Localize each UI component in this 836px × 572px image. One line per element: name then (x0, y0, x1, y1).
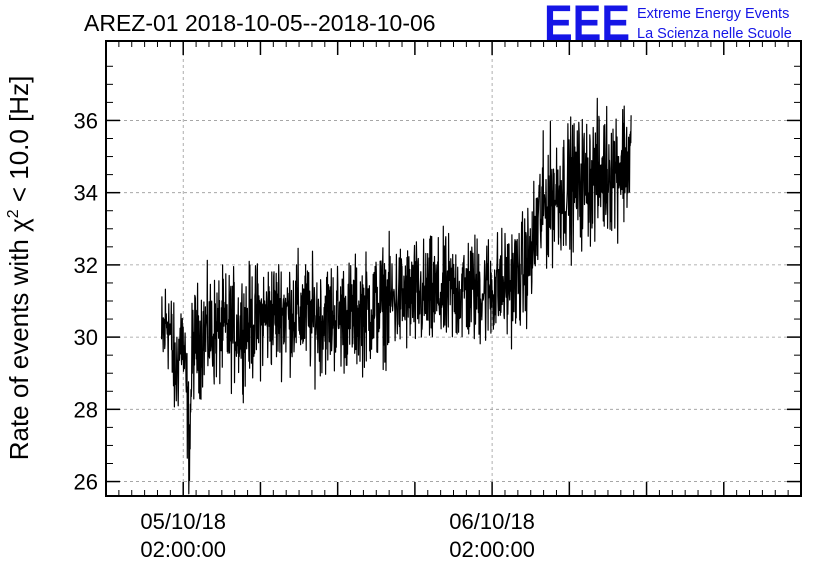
x-tick-labels: 05/10/18 02:00:00 06/10/18 02:00:00 (140, 509, 535, 562)
x-tick-date: 05/10/18 (140, 509, 226, 534)
y-axis-label: Rate of events with χ2 < 10.0 [Hz] (4, 76, 34, 461)
eee-logo: EEE Extreme Energy Events La Scienza nel… (544, 0, 792, 51)
series-line (161, 97, 632, 495)
y-tick-label: 28 (74, 397, 98, 422)
y-tick-label: 32 (74, 253, 98, 278)
y-tick-labels: 26 28 30 32 34 36 (74, 108, 98, 494)
plot-frame (105, 40, 802, 497)
y-tick-label: 34 (74, 181, 98, 206)
logo-line-1: Extreme Energy Events (637, 6, 789, 22)
y-tick-label: 30 (74, 325, 98, 350)
x-tick-date: 06/10/18 (449, 509, 535, 534)
y-tick-label: 36 (74, 108, 98, 133)
chart-title: AREZ-01 2018-10-05--2018-10-06 (84, 10, 436, 36)
logo-mark: EEE (544, 0, 630, 51)
logo-line-2: La Scienza nelle Scuole (637, 26, 792, 42)
x-tick-time: 02:00:00 (140, 537, 226, 562)
y-tick-label: 26 (74, 470, 98, 495)
x-tick-time: 02:00:00 (449, 537, 535, 562)
